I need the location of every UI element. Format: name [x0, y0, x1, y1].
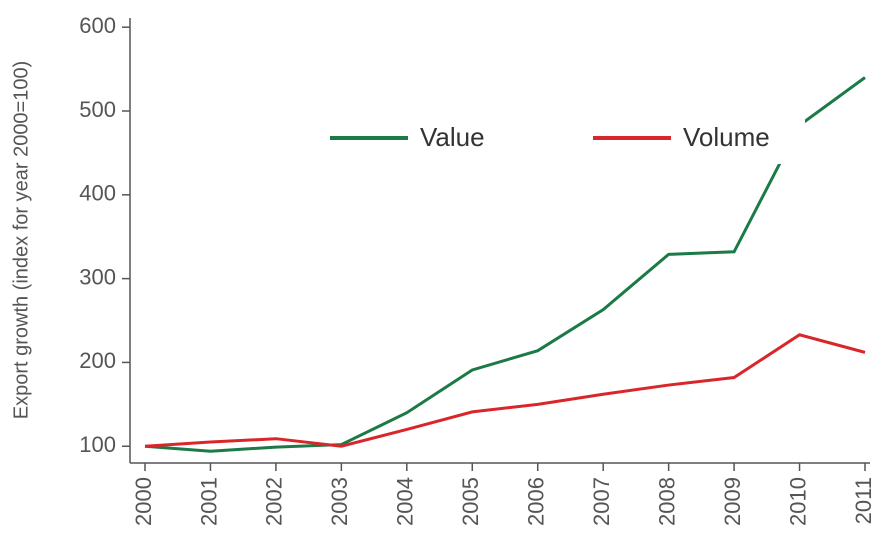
- y-tick-label: 600: [79, 13, 116, 38]
- y-tick-label: 400: [79, 181, 116, 206]
- legend: Value Volume: [310, 112, 805, 164]
- line-series: [144, 333, 866, 448]
- x-tick-label: 2001: [196, 477, 221, 526]
- legend-label: Value: [420, 122, 485, 152]
- x-tick-label: 2005: [458, 477, 483, 526]
- x-tick-label: 2004: [393, 477, 418, 526]
- legend-label: Volume: [683, 122, 770, 152]
- x-tick-label: 2007: [589, 477, 614, 526]
- x-tick-label: 2006: [524, 477, 549, 526]
- y-axis-label: Export growth (index for year 2000=100): [10, 61, 32, 420]
- y-tick-label: 500: [79, 97, 116, 122]
- y-tick-label: 300: [79, 264, 116, 289]
- line-series: [144, 76, 866, 453]
- y-tick-label: 100: [79, 432, 116, 457]
- x-tick-label: 2008: [654, 477, 679, 526]
- x-tick-label: 2011: [851, 477, 875, 524]
- x-tick-label: 2003: [327, 477, 352, 526]
- y-tick-label: 200: [79, 348, 116, 373]
- x-tick-label: 2002: [262, 477, 287, 526]
- x-tick-label: 2009: [720, 477, 745, 526]
- x-tick-label: 2010: [785, 477, 810, 526]
- x-tick-label: 2000: [131, 477, 156, 526]
